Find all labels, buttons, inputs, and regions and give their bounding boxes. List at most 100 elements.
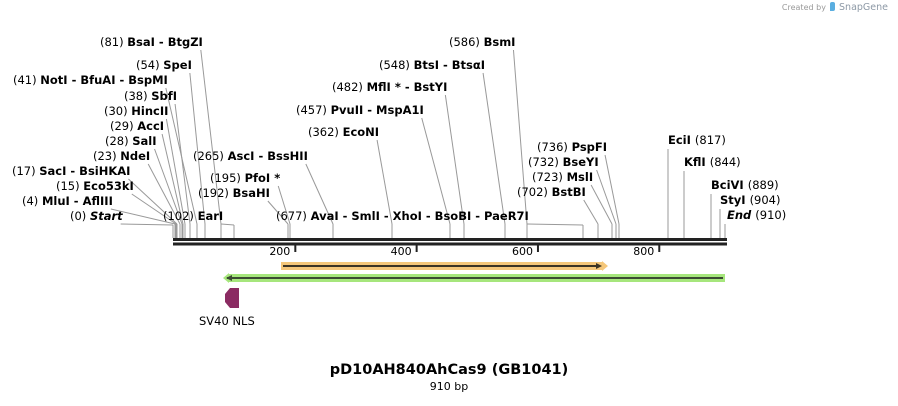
site-position: (362) (308, 125, 343, 139)
cut-site-leader (590, 184, 613, 225)
ruler-tick (294, 245, 297, 252)
arrow-right-icon (596, 263, 602, 269)
site-label-pspfi[interactable]: (736) PspFI (537, 140, 607, 154)
feature-orange-arrowhead (602, 261, 608, 271)
site-label-mfli[interactable]: (482) MflI * - BstYI (332, 80, 447, 94)
site-label-hincii[interactable]: (30) HincII (104, 104, 168, 118)
site-enzyme-names: EarI (197, 209, 224, 223)
site-enzyme-names: PfoI * (244, 171, 281, 185)
site-position: (586) (449, 35, 484, 49)
site-label-styi[interactable]: StyI (904) (720, 193, 781, 207)
site-label-start[interactable]: (0) Start (70, 209, 123, 223)
site-position: (265) (193, 149, 228, 163)
site-position: (195) (210, 171, 245, 185)
site-label-btsi[interactable]: (548) BtsI - BtsαI (379, 58, 485, 72)
site-enzyme-names: PvuII - MspA1I (330, 103, 424, 117)
site-enzyme-names: BseYI (562, 155, 599, 169)
site-enzyme-names: BsaHI (232, 186, 270, 200)
cut-site-leader (165, 118, 186, 225)
site-label-sbfi[interactable]: (38) SbfI (124, 89, 177, 103)
snapgene-logo-icon (830, 2, 836, 11)
cut-site-leader (376, 139, 393, 225)
site-enzyme-names: Start (89, 209, 123, 223)
site-enzyme-names: End (727, 208, 756, 222)
cut-site-leader (200, 49, 222, 225)
site-enzyme-names: MflI * - BstYI (366, 80, 448, 94)
site-position: (910) (755, 208, 787, 222)
ruler-tick-label: 200 (269, 245, 291, 258)
site-label-econi[interactable]: (362) EcoNI (308, 125, 379, 139)
cut-site-leader (131, 193, 177, 225)
site-label-mlui[interactable]: (4) MluI - AflIII (22, 194, 113, 208)
backbone-top (173, 238, 727, 241)
site-enzyme-names: StyI (720, 193, 750, 207)
ruler-tick (415, 245, 418, 252)
site-position: (17) (12, 164, 40, 178)
feature-label-sv40-nls[interactable]: SV40 NLS (199, 314, 255, 328)
site-label-eari[interactable]: (102) EarI (163, 209, 223, 223)
site-position: (81) (100, 35, 128, 49)
cut-site-leader (267, 200, 289, 225)
cut-site-leader (277, 185, 291, 225)
site-position: (904) (749, 193, 781, 207)
site-enzyme-names: PspFI (571, 140, 608, 154)
site-enzyme-names: NotI - BfuAI - BspMI (40, 73, 168, 87)
feature-sv40-nls[interactable] (225, 288, 239, 308)
site-enzyme-names: SbfI (151, 89, 178, 103)
site-position: (732) (528, 155, 563, 169)
site-label-bstbi[interactable]: (702) BstBI (517, 185, 586, 199)
site-position: (817) (694, 133, 726, 147)
cut-site-leader (174, 103, 191, 225)
site-label-eco53ki[interactable]: (15) Eco53kI (56, 179, 134, 193)
cut-site-leader (596, 169, 617, 225)
site-label-msli[interactable]: (723) MslI (532, 170, 593, 184)
site-label-saci[interactable]: (17) SacI - BsiHKAI (12, 164, 130, 178)
cut-site-leader (421, 117, 451, 225)
site-label-bseyi[interactable]: (732) BseYI (528, 155, 599, 169)
site-label-bsahi[interactable]: (192) BsaHI (198, 186, 270, 200)
site-position: (0) (70, 209, 90, 223)
site-label-bsmi[interactable]: (586) BsmI (449, 35, 515, 49)
site-label-sali[interactable]: (28) SalI (105, 134, 157, 148)
site-label-avai[interactable]: (677) AvaI - SmlI - XhoI - BsoBI - PaeR7… (276, 209, 529, 223)
cut-site-leader (120, 223, 174, 226)
site-enzyme-names: SpeI (163, 58, 192, 72)
site-enzyme-names: BsmI (483, 35, 516, 49)
site-position: (723) (532, 170, 567, 184)
site-position: (28) (105, 134, 133, 148)
snapgene-credit: Created by SnapGene (782, 2, 888, 13)
site-enzyme-names: BstBI (551, 185, 586, 199)
site-label-pvuii[interactable]: (457) PvuII - MspA1I (296, 103, 424, 117)
site-enzyme-names: AccI (137, 119, 165, 133)
site-position: (736) (537, 140, 572, 154)
site-label-pfoi[interactable]: (195) PfoI * (210, 171, 280, 185)
site-label-kfli[interactable]: KflI (844) (684, 155, 741, 169)
site-label-ndei[interactable]: (23) NdeI (93, 149, 150, 163)
site-label-bcivi[interactable]: BciVI (889) (711, 178, 779, 192)
map-length: 910 bp (429, 380, 469, 393)
cut-site-leader (147, 163, 181, 225)
site-label-spei[interactable]: (54) SpeI (136, 58, 192, 72)
site-label-asci[interactable]: (265) AscI - BssHII (193, 149, 308, 163)
site-label-end[interactable]: End (910) (727, 208, 786, 222)
backbone-bottom (173, 242, 727, 246)
site-enzyme-names: AscI - BssHII (227, 149, 308, 163)
arrow-left-icon (226, 275, 232, 281)
site-position: (23) (93, 149, 121, 163)
site-position: (38) (124, 89, 152, 103)
cut-site-leader (110, 208, 176, 225)
site-label-noti[interactable]: (41) NotI - BfuAI - BspMI (13, 73, 168, 87)
cut-site-leader (305, 163, 334, 225)
site-position: (29) (110, 119, 138, 133)
site-label-bsai[interactable]: (81) BsaI - BtgZI (100, 35, 203, 49)
site-enzyme-names: AvaI - SmlI - XhoI - BsoBI - PaeR7I (310, 209, 529, 223)
ruler-tick-label: 800 (633, 245, 655, 258)
site-position: (457) (296, 103, 331, 117)
site-label-acci[interactable]: (29) AccI (110, 119, 164, 133)
site-label-ecii[interactable]: EciI (817) (668, 133, 726, 147)
ruler-tick (658, 245, 661, 252)
site-enzyme-names: NdeI (120, 149, 151, 163)
cut-site-leader (189, 72, 206, 225)
